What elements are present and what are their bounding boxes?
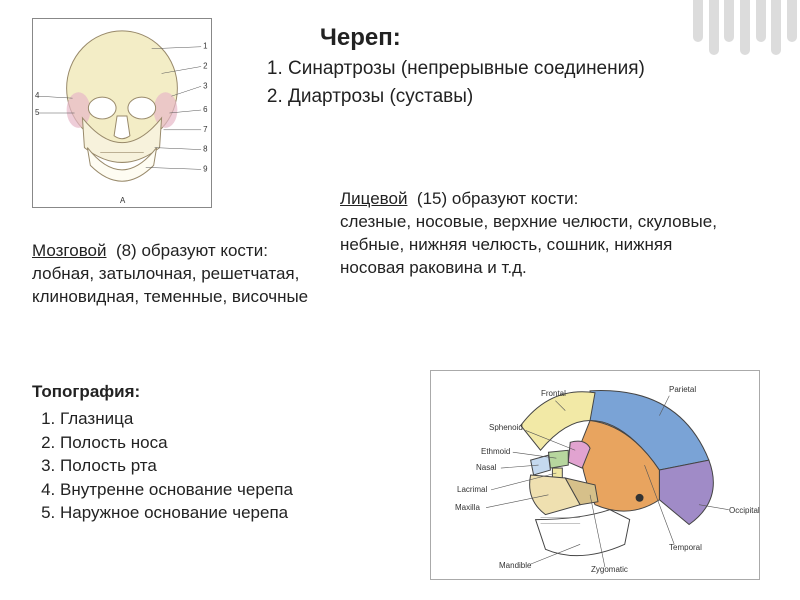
label-ethmoid: Ethmoid: [481, 447, 510, 456]
list-item: Наружное основание черепа: [60, 501, 293, 524]
label-parietal: Parietal: [669, 385, 696, 394]
facial-skull-block: Лицевой (15) образуют кости: слезные, но…: [340, 188, 740, 280]
label-mandible: Mandible: [499, 561, 531, 570]
brain-body: лобная, затылочная, решетчатая, клиновид…: [32, 264, 308, 306]
label-lacrimal: Lacrimal: [457, 485, 487, 494]
label-nasal: Nasal: [476, 463, 496, 472]
svg-text:6: 6: [203, 105, 208, 114]
svg-text:7: 7: [203, 125, 207, 134]
label-zygomatic: Zygomatic: [591, 565, 628, 574]
skull-lateral-diagram: Frontal Parietal Occipital Temporal Sphe…: [430, 370, 760, 580]
joint-types-list: Синартрозы (непрерывные соединения) Диар…: [260, 56, 645, 111]
brain-heading: Мозговой: [32, 241, 106, 260]
svg-text:5: 5: [35, 108, 40, 117]
label-maxilla: Maxilla: [455, 503, 480, 512]
topography-list: Глазница Полость носа Полость рта Внутре…: [32, 407, 293, 524]
brain-count: (8) образуют кости:: [116, 241, 268, 260]
list-item: Глазница: [60, 407, 293, 430]
vertebra-decoration: [690, 0, 800, 60]
face-count: (15) образуют кости:: [417, 189, 578, 208]
topography-block: Топография: Глазница Полость носа Полост…: [32, 380, 293, 525]
svg-text:1: 1: [203, 42, 208, 51]
svg-text:4: 4: [35, 91, 40, 100]
label-temporal: Temporal: [669, 543, 702, 552]
list-item: Синартрозы (непрерывные соединения): [288, 56, 645, 82]
skull-frontal-diagram: 1 2 3 6 7 8 9 4 5 A: [32, 18, 212, 208]
list-item: Полость рта: [60, 454, 293, 477]
topography-heading: Топография:: [32, 380, 293, 403]
svg-text:8: 8: [203, 145, 208, 154]
svg-text:2: 2: [203, 61, 207, 70]
page-title: Череп:: [320, 24, 401, 52]
svg-text:3: 3: [203, 81, 208, 90]
label-frontal: Frontal: [541, 389, 566, 398]
svg-text:9: 9: [203, 164, 208, 173]
label-occipital: Occipital: [729, 506, 760, 515]
brain-skull-block: Мозговой (8) образуют кости: лобная, зат…: [32, 240, 312, 309]
list-item: Диартрозы (суставы): [288, 84, 645, 110]
face-body: слезные, носовые, верхние челюсти, скуло…: [340, 212, 717, 277]
diagram-label-a: A: [120, 196, 126, 205]
label-sphenoid: Sphenoid: [489, 423, 523, 432]
list-item: Полость носа: [60, 431, 293, 454]
face-heading: Лицевой: [340, 189, 407, 208]
list-item: Внутренне основание черепа: [60, 478, 293, 501]
